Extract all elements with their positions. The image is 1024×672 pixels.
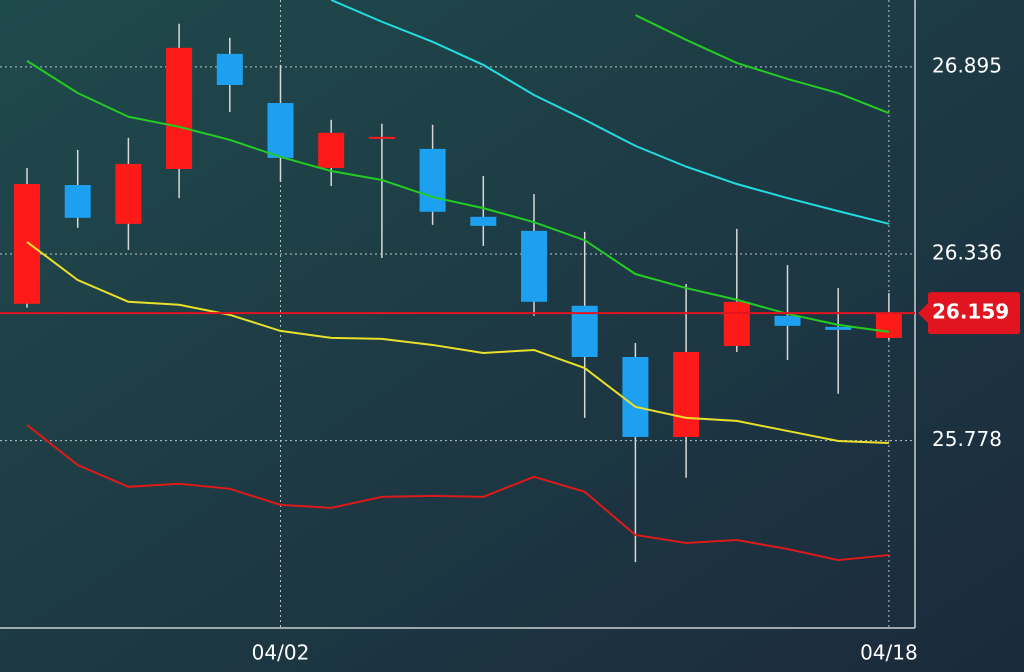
candle-body	[14, 184, 40, 304]
candle-body	[419, 148, 446, 212]
last-price-box	[918, 292, 1020, 335]
candle-body	[216, 53, 243, 85]
y-tick-label: 26.336	[932, 240, 1002, 264]
candle-body	[521, 230, 547, 302]
plot-area	[14, 0, 902, 563]
last-price-label: 26.159	[932, 300, 1009, 324]
labels: 25.778 26.336 26.895 04/02 04/18	[252, 53, 1002, 664]
indicator-line	[26, 241, 889, 444]
candle-body	[166, 47, 193, 169]
candle-body	[622, 356, 649, 437]
candle-body	[115, 163, 142, 224]
candle-body	[470, 216, 497, 226]
indicator-line	[26, 424, 889, 562]
indicator-line	[634, 14, 890, 115]
y-tick-label: 25.778	[932, 427, 1002, 451]
candle-body	[64, 185, 91, 218]
candle-body	[267, 103, 294, 158]
candle-body	[318, 132, 345, 168]
candle-body	[673, 351, 700, 437]
indicator-line	[330, 0, 890, 225]
candle-body	[875, 313, 902, 338]
candle-body	[774, 315, 801, 326]
candle-body	[723, 301, 750, 346]
indicator-line	[26, 60, 890, 333]
y-tick-label: 26.895	[932, 53, 1002, 77]
x-tick-label: 04/18	[860, 641, 918, 665]
x-tick-label: 04/02	[252, 641, 310, 665]
candle-body	[368, 136, 395, 139]
candle-body	[571, 305, 598, 357]
candle-body	[825, 326, 852, 330]
